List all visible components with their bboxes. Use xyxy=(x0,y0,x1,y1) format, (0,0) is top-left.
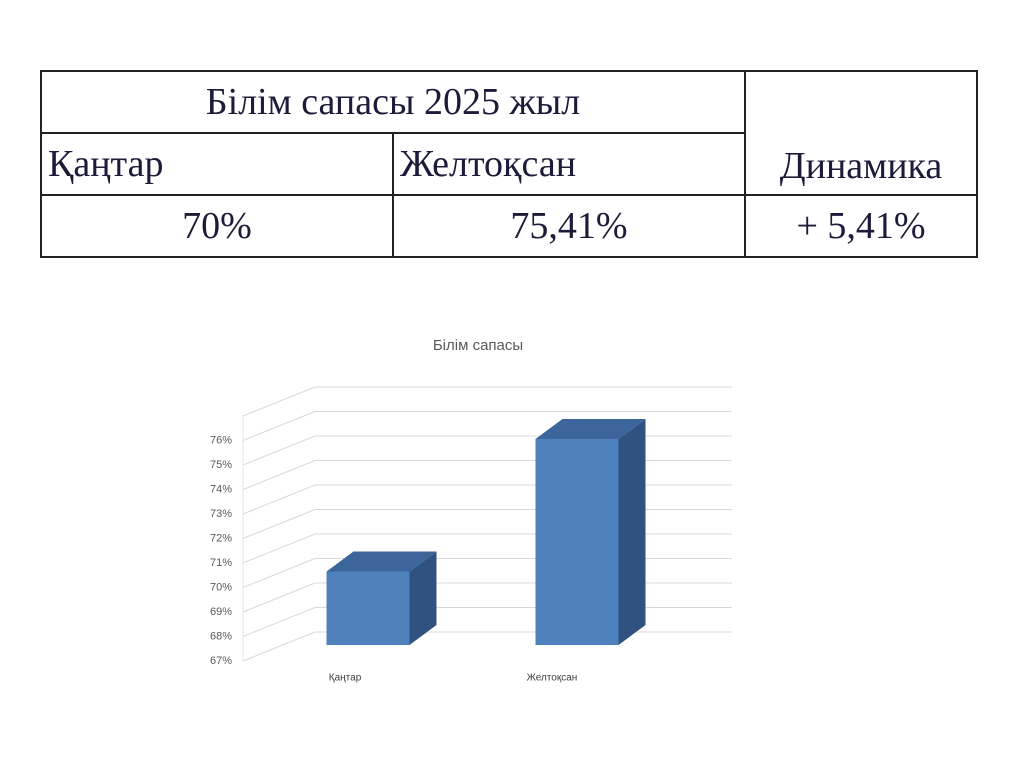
y-tick-label: 75% xyxy=(210,459,232,471)
y-tick-label: 73% xyxy=(210,508,232,520)
grid-line xyxy=(242,484,316,515)
header-cell: Динамика xyxy=(744,70,978,196)
grid-line xyxy=(242,386,316,417)
y-tick-label: 68% xyxy=(210,630,232,642)
grid-line xyxy=(242,411,316,441)
bar-side xyxy=(409,551,437,645)
data-table: Білім сапасы 2025 жыл Динамика Қаңтар Же… xyxy=(40,70,978,258)
y-tick-label: 71% xyxy=(210,557,232,569)
bar-top xyxy=(535,418,646,439)
header-cell: Қаңтар xyxy=(40,132,394,196)
x-tick-label: Желтоқсан xyxy=(527,673,578,684)
y-tick-label: 72% xyxy=(210,532,232,544)
bar xyxy=(326,571,410,645)
grid-line xyxy=(242,558,316,588)
y-tick-label: 67% xyxy=(210,655,232,667)
y-tick-label: 76% xyxy=(210,434,232,446)
grid-line xyxy=(242,582,316,613)
chart-title: Білім сапасы xyxy=(433,337,523,354)
grid-line xyxy=(242,509,316,539)
cell: 75,41% xyxy=(392,194,746,258)
bar-top xyxy=(326,551,437,572)
bar-side xyxy=(618,418,646,645)
cell: 70% xyxy=(40,194,394,258)
y-tick-label: 69% xyxy=(210,606,232,618)
grid-line xyxy=(242,460,316,490)
table-title: Білім сапасы 2025 жыл xyxy=(40,70,746,134)
y-tick-label: 74% xyxy=(210,483,232,495)
y-tick-label: 70% xyxy=(210,581,232,593)
grid-line xyxy=(242,607,316,637)
bar xyxy=(535,438,619,645)
header-cell: Желтоқсан xyxy=(392,132,746,196)
grid-line xyxy=(242,435,316,466)
grid-line xyxy=(242,631,316,662)
grid-line xyxy=(242,533,316,564)
cell: + 5,41% xyxy=(744,194,978,258)
x-tick-label: Қаңтар xyxy=(329,673,362,684)
